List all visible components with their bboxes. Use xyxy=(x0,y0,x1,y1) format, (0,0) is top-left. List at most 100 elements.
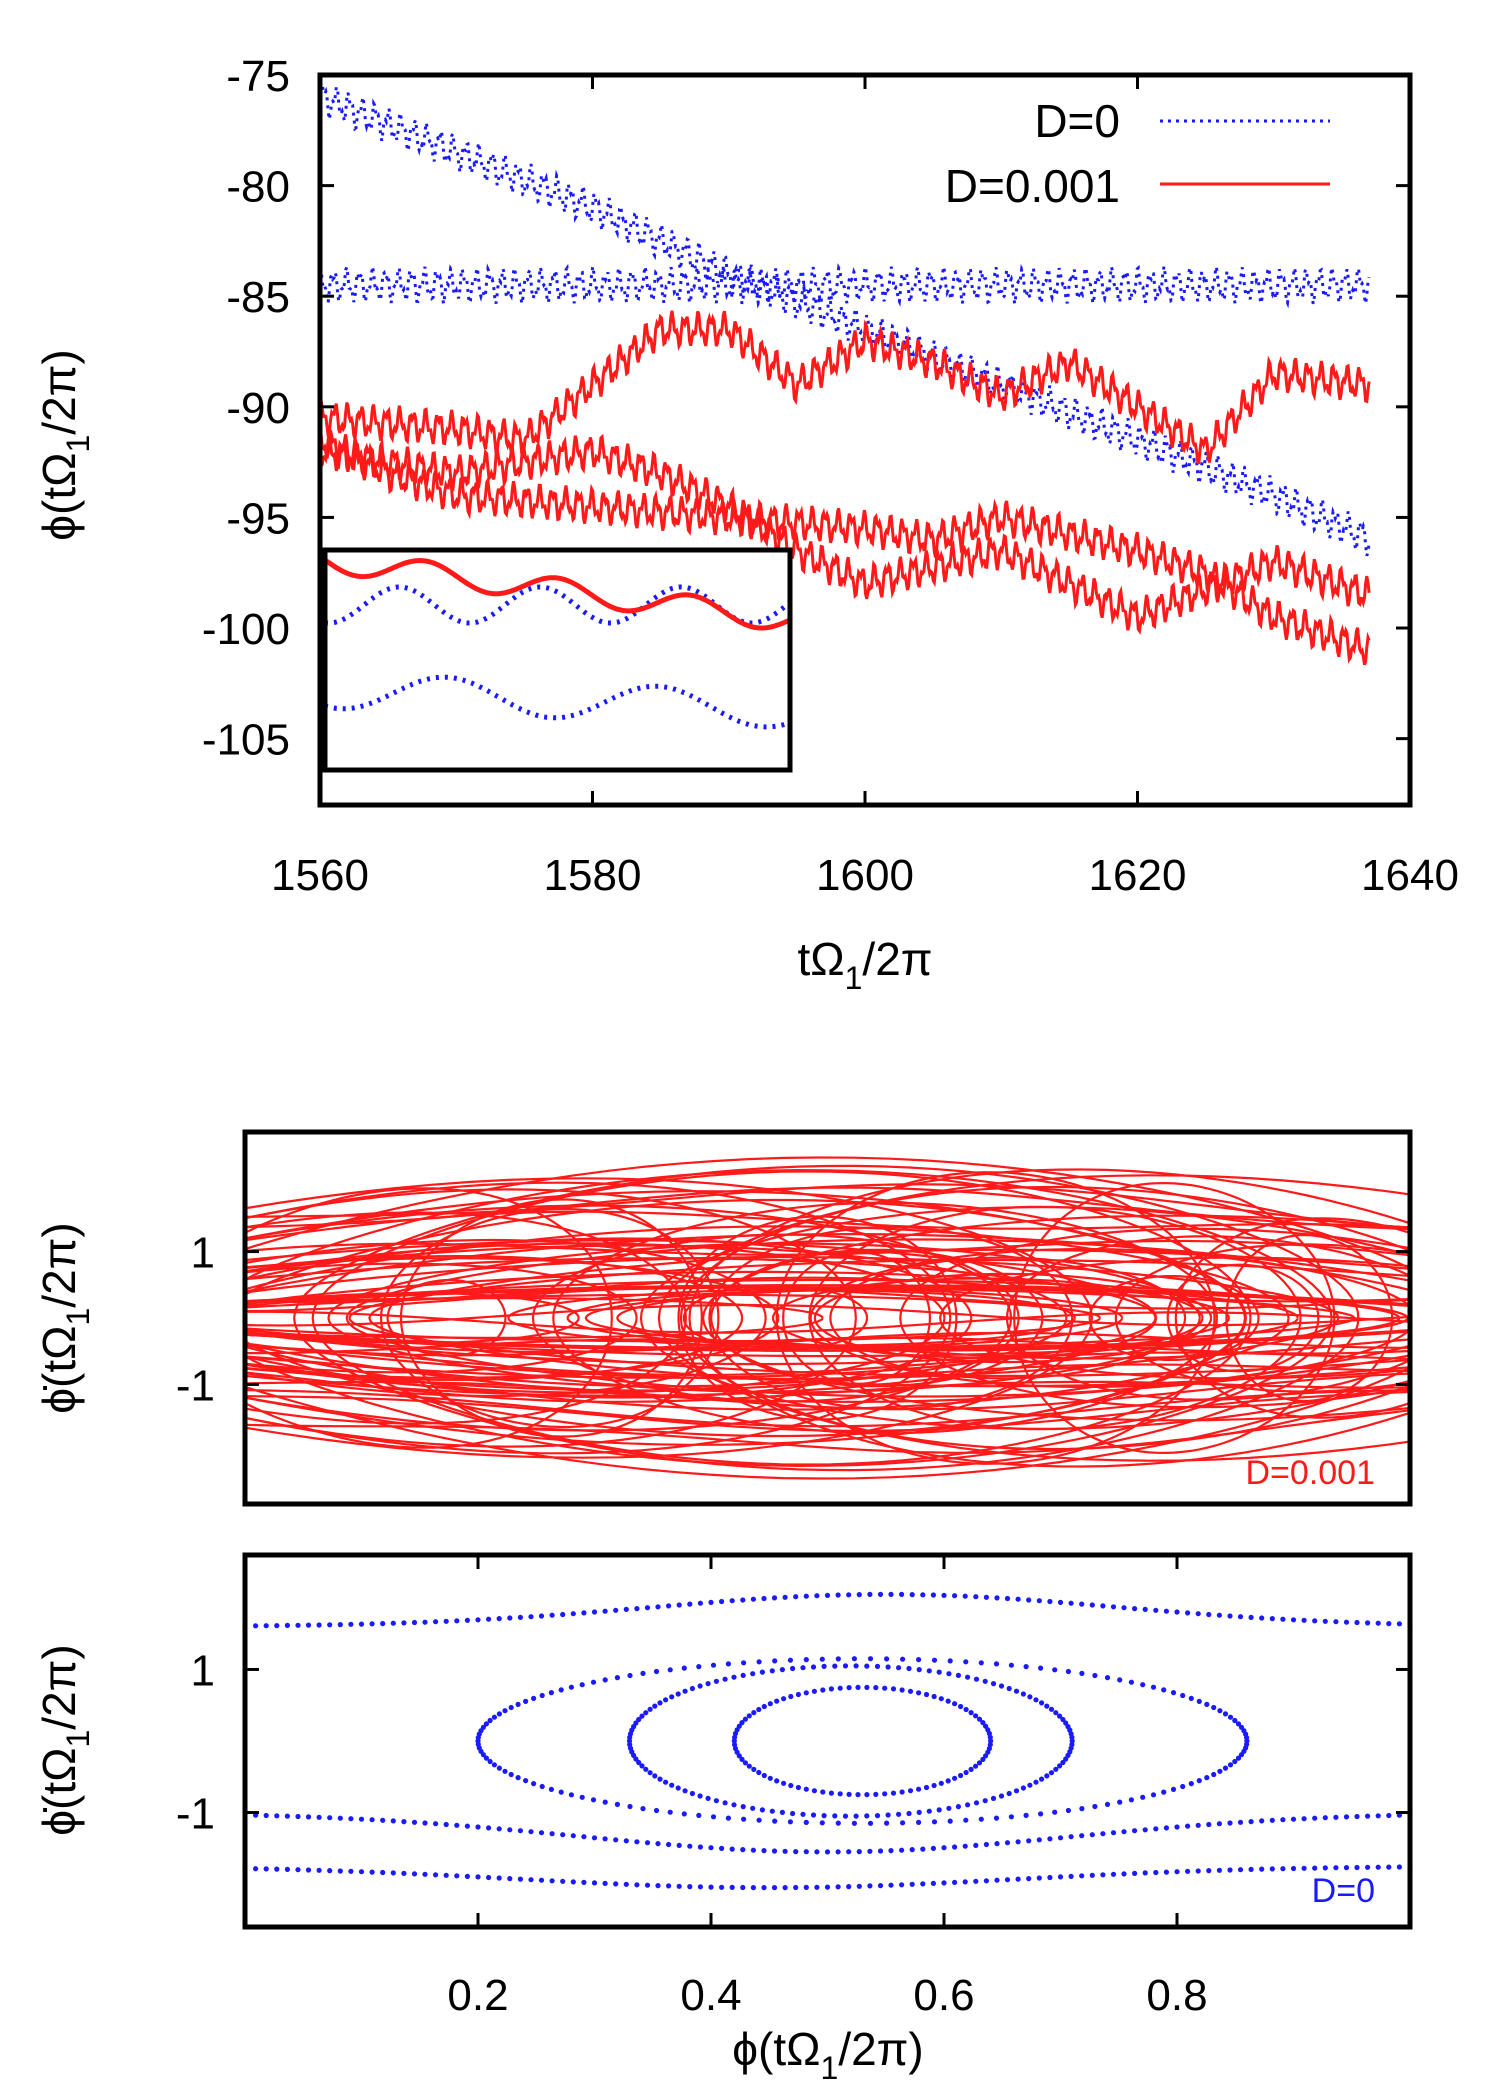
d0-outer-loop xyxy=(1235,1721,1242,1727)
d0-inner-loop xyxy=(968,1710,974,1716)
d0-lower-band xyxy=(401,1819,407,1825)
d0-bottom-band xyxy=(1057,1874,1064,1880)
inset-frame xyxy=(322,547,793,773)
d0-middle-loop xyxy=(832,1813,838,1819)
d0-inner-loop xyxy=(931,1693,937,1700)
middle-phase-portrait xyxy=(245,1156,1410,1480)
bottom-axis-ticks: 1 -1 0.2 0.4 0.6 0.8 xyxy=(176,1555,1410,2020)
d0-upper-band xyxy=(602,1608,608,1614)
d0001-rotation xyxy=(245,1338,1410,1360)
d0-outer-loop xyxy=(710,1662,717,1668)
d0-outer-loop xyxy=(710,1814,717,1820)
d0-lower-band xyxy=(507,1827,513,1833)
d0-outer-loop xyxy=(602,1677,608,1683)
d0-upper-band xyxy=(263,1623,269,1629)
d0-upper-band xyxy=(1269,1616,1275,1622)
d0-lower-band xyxy=(729,1846,735,1852)
d0-inner-loop xyxy=(987,1742,993,1748)
bottom-panel: 1 -1 0.2 0.4 0.6 0.8 D=0 ϕ(tΩ1/2π) ϕ̇(tΩ1/2π) xyxy=(33,1552,1413,2086)
d0-middle-loop xyxy=(973,1676,980,1682)
d0-middle-loop xyxy=(906,1665,912,1672)
d0-bottom-band xyxy=(496,1875,502,1881)
d0-inner-loop xyxy=(976,1716,983,1722)
d0-lower-band xyxy=(1206,1821,1212,1828)
d0-upper-band xyxy=(1110,1604,1117,1610)
d0-outer-loop xyxy=(1065,1668,1071,1675)
d0-upper-band xyxy=(952,1593,958,1599)
d0-upper-band xyxy=(369,1621,375,1627)
d0-lower-band xyxy=(782,1848,788,1854)
d0-middle-loop xyxy=(946,1671,952,1677)
d0-upper-band xyxy=(1015,1596,1021,1602)
d0-upper-band xyxy=(824,1592,831,1598)
d0-middle-loop xyxy=(832,1663,838,1669)
d0-middle-loop xyxy=(790,1810,796,1817)
d0-bottom-band xyxy=(920,1881,926,1887)
d0-middle-loop xyxy=(965,1802,971,1808)
d0-lower-band xyxy=(750,1847,757,1853)
d0-lower-band xyxy=(899,1847,905,1853)
d0-lower-band xyxy=(930,1845,937,1851)
d0-inner-loop xyxy=(767,1775,773,1781)
d0-middle-loop xyxy=(926,1808,932,1814)
d0-lower-band xyxy=(581,1834,587,1840)
d0-bottom-band xyxy=(475,1874,481,1880)
d0-inner-loop xyxy=(973,1713,979,1719)
d0-bottom-band xyxy=(560,1878,566,1884)
d0-upper-band xyxy=(666,1603,672,1609)
d0-inner-loop xyxy=(811,1788,818,1794)
d0-outer-loop xyxy=(1238,1724,1245,1730)
d0-middle-loop xyxy=(689,1790,696,1797)
d0-middle-loop xyxy=(669,1782,675,1788)
d0001-rotation xyxy=(245,1336,1410,1357)
top-x-tick-label: 1560 xyxy=(271,851,369,900)
d0-upper-band xyxy=(443,1618,449,1624)
d0-middle-loop xyxy=(965,1674,971,1680)
d0-outer-loop xyxy=(523,1778,529,1784)
d0-upper-band xyxy=(1026,1597,1032,1603)
d0-upper-band xyxy=(528,1614,534,1620)
d0-upper-band xyxy=(634,1606,640,1612)
d0001-orbit xyxy=(245,1286,1356,1350)
d0-inner-loop xyxy=(864,1684,870,1690)
d0-outer-loop xyxy=(1232,1717,1238,1724)
d0-upper-band xyxy=(464,1617,470,1623)
d0-outer-loop xyxy=(653,1668,660,1675)
d0-inner-loop xyxy=(916,1786,922,1792)
d0-upper-band xyxy=(1089,1602,1095,1608)
d0-outer-loop xyxy=(681,1665,687,1671)
d0-bottom-band xyxy=(1185,1868,1191,1874)
d0-outer-loop xyxy=(602,1799,608,1805)
d0-inner-loop xyxy=(781,1696,787,1702)
d0-lower-band xyxy=(814,1849,820,1855)
d0-upper-band xyxy=(411,1619,418,1626)
d0-lower-band xyxy=(305,1814,312,1820)
d0-outer-loop xyxy=(884,1820,890,1826)
bottom-x-axis-label: ϕ(tΩ1/2π) xyxy=(732,2023,923,2086)
d0-outer-loop xyxy=(1117,1677,1123,1683)
d0-outer-loop xyxy=(1196,1698,1202,1704)
bottom-annotation: D=0 xyxy=(1312,1872,1375,1910)
d0-bottom-band xyxy=(1216,1867,1222,1873)
d0-bottom-band xyxy=(1153,1869,1159,1876)
inset-lines xyxy=(323,557,792,730)
d0-inner-loop xyxy=(820,1687,826,1693)
d0001-orbit xyxy=(245,1156,1410,1480)
top-y-tick-label: -105 xyxy=(202,716,290,765)
d0-inner-loop xyxy=(963,1706,969,1713)
d0-bottom-band xyxy=(1068,1873,1074,1879)
d0-bottom-band xyxy=(454,1873,460,1879)
d0-upper-band xyxy=(1248,1614,1254,1620)
d0-upper-band xyxy=(1343,1619,1350,1625)
d0-outer-loop xyxy=(916,1819,922,1825)
d0-middle-loop xyxy=(722,1676,728,1682)
d0001-rotation xyxy=(245,1371,1410,1403)
d0001-orbit xyxy=(245,1239,1158,1397)
d0-upper-band xyxy=(253,1623,259,1629)
d0-middle-loop xyxy=(779,1667,786,1673)
d0-middle-loop xyxy=(647,1706,653,1712)
d0-outer-loop xyxy=(1204,1775,1210,1781)
d0-middle-loop xyxy=(1044,1773,1050,1779)
top-legend: D=0 D=0.001 xyxy=(945,95,1330,212)
d0-lower-band xyxy=(761,1848,767,1854)
